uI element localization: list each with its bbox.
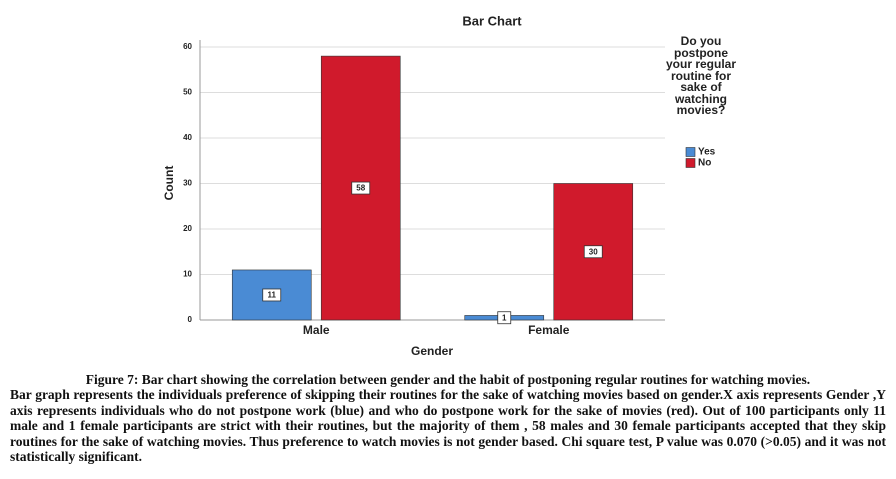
- value-label: 11: [268, 291, 277, 300]
- value-label: 1: [502, 313, 507, 322]
- legend-swatch: [685, 147, 696, 157]
- y-tick-label: 0: [188, 315, 193, 324]
- y-axis-label: Count: [162, 166, 176, 201]
- value-label: 30: [589, 247, 598, 256]
- legend-title: Do you postpone your regular routine for…: [665, 34, 737, 117]
- chart: Bar Chart Count Gender 0 10 20 30 40 50 60 Male…: [162, 13, 716, 358]
- legend-label: Yes: [698, 147, 716, 158]
- y-tick-label: 20: [183, 224, 192, 233]
- value-label: 58: [356, 184, 365, 193]
- caption-title: Figure 7: Bar chart showing the correlat…: [85, 372, 811, 387]
- value-label-box: [351, 181, 371, 195]
- value-label-box: [497, 311, 512, 325]
- y-tick-label: 60: [183, 42, 192, 51]
- y-tick-label: 10: [183, 270, 192, 279]
- chart-title: Bar Chart: [462, 13, 522, 28]
- x-axis-label: Gender: [411, 344, 453, 358]
- y-tick-label: 30: [183, 179, 192, 188]
- x-tick-label: Male: [303, 323, 330, 337]
- value-label-box: [583, 245, 603, 259]
- value-label-box: [262, 288, 282, 302]
- y-tick-label: 40: [183, 133, 192, 142]
- bar: [231, 269, 312, 321]
- y-tick-label: 50: [183, 88, 192, 97]
- caption-body: Bar graph represents the individuals pre…: [10, 387, 886, 465]
- legend-label: No: [698, 158, 711, 169]
- legend-swatch: [685, 158, 696, 168]
- x-tick-label: Female: [528, 323, 570, 337]
